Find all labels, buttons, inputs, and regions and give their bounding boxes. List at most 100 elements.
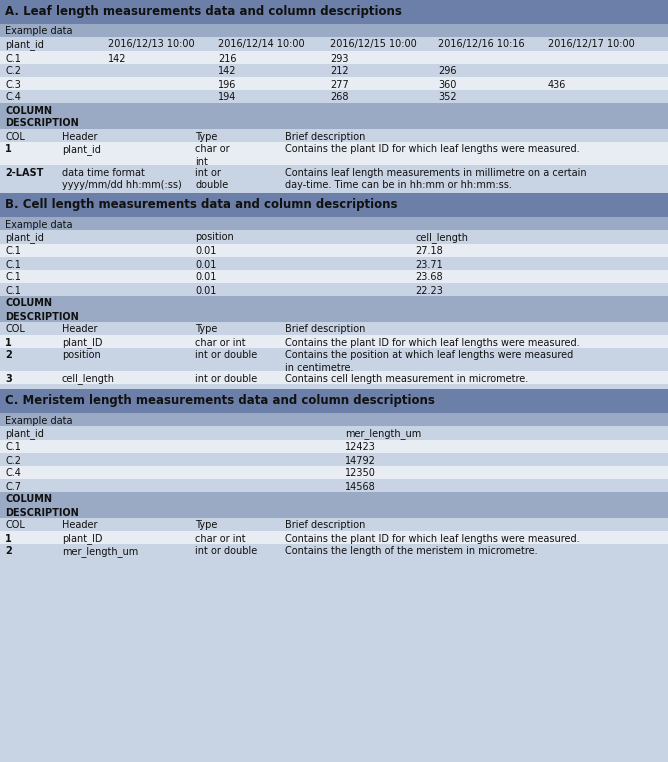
Bar: [0, 142, 668, 165]
Text: 12350: 12350: [345, 469, 376, 479]
Bar: [0, 322, 668, 335]
Text: C. Meristem length measurements data and column descriptions: C. Meristem length measurements data and…: [5, 394, 435, 407]
Text: Header: Header: [62, 325, 98, 335]
Text: 0.01: 0.01: [195, 246, 216, 257]
Text: Contains leaf length measurements in millimetre on a certain
day-time. Time can : Contains leaf length measurements in mil…: [285, 168, 587, 190]
Text: 2016/12/15 10:00: 2016/12/15 10:00: [330, 40, 417, 50]
Text: 2: 2: [5, 351, 12, 360]
Text: plant_id: plant_id: [5, 428, 44, 440]
Text: cell_length: cell_length: [415, 232, 468, 243]
Text: 268: 268: [330, 92, 349, 103]
Bar: [0, 270, 668, 283]
Text: Contains the plant ID for which leaf lengths were measured.: Contains the plant ID for which leaf len…: [285, 533, 580, 543]
Bar: [0, 165, 668, 188]
Bar: [0, 64, 668, 77]
Bar: [0, 544, 668, 557]
Text: Example data: Example data: [5, 27, 73, 37]
Text: 296: 296: [438, 66, 456, 76]
Bar: [0, 413, 668, 426]
Text: char or int: char or int: [195, 533, 246, 543]
Text: Brief description: Brief description: [285, 520, 365, 530]
Text: COLUMN: COLUMN: [5, 495, 52, 504]
Text: Example data: Example data: [5, 415, 73, 425]
Text: 0.01: 0.01: [195, 260, 216, 270]
Text: 14792: 14792: [345, 456, 376, 466]
Text: plant_ID: plant_ID: [62, 338, 102, 348]
Text: 216: 216: [218, 53, 236, 63]
Bar: [0, 129, 668, 142]
Text: Contains cell length measurement in micrometre.: Contains cell length measurement in micr…: [285, 373, 528, 383]
Text: int or double: int or double: [195, 351, 257, 360]
Text: C.2: C.2: [5, 456, 21, 466]
Bar: [0, 426, 668, 440]
Text: 14568: 14568: [345, 482, 375, 491]
Bar: [0, 518, 668, 531]
Bar: [0, 37, 668, 51]
Text: Type: Type: [195, 132, 217, 142]
Text: Example data: Example data: [5, 219, 73, 229]
Text: Brief description: Brief description: [285, 132, 365, 142]
Text: A. Leaf length measurements data and column descriptions: A. Leaf length measurements data and col…: [5, 5, 402, 18]
Text: char or
int: char or int: [195, 145, 230, 167]
Bar: [0, 103, 668, 129]
Text: C.2: C.2: [5, 66, 21, 76]
Text: COLUMN: COLUMN: [5, 105, 52, 116]
Bar: [0, 0, 668, 24]
Bar: [0, 51, 668, 64]
Text: 212: 212: [330, 66, 349, 76]
Text: int or
double: int or double: [195, 168, 228, 190]
Text: plant_id: plant_id: [5, 40, 44, 50]
Bar: [0, 24, 668, 37]
Text: 436: 436: [548, 79, 566, 89]
Text: plant_id: plant_id: [5, 232, 44, 243]
Bar: [0, 466, 668, 479]
Bar: [0, 296, 668, 322]
Text: DESCRIPTION: DESCRIPTION: [5, 507, 79, 517]
Text: int or double: int or double: [195, 373, 257, 383]
Text: Type: Type: [195, 520, 217, 530]
Bar: [0, 389, 668, 413]
Text: Brief description: Brief description: [285, 325, 365, 335]
Text: COL: COL: [5, 325, 25, 335]
Text: 277: 277: [330, 79, 349, 89]
Text: B. Cell length measurements data and column descriptions: B. Cell length measurements data and col…: [5, 198, 397, 211]
Bar: [0, 479, 668, 492]
Text: 0.01: 0.01: [195, 273, 216, 283]
Text: Header: Header: [62, 132, 98, 142]
Text: 2: 2: [5, 546, 12, 556]
Text: 2016/12/16 10:16: 2016/12/16 10:16: [438, 40, 524, 50]
Text: Type: Type: [195, 325, 217, 335]
Text: 360: 360: [438, 79, 456, 89]
Text: 1: 1: [5, 533, 12, 543]
Text: 27.18: 27.18: [415, 246, 443, 257]
Text: 293: 293: [330, 53, 349, 63]
Text: position: position: [62, 351, 101, 360]
Bar: [0, 531, 668, 544]
Text: data time format
yyyy/mm/dd hh:mm(:ss): data time format yyyy/mm/dd hh:mm(:ss): [62, 168, 182, 190]
Text: Contains the plant ID for which leaf lengths were measured.: Contains the plant ID for which leaf len…: [285, 145, 580, 155]
Text: C.1: C.1: [5, 53, 21, 63]
Text: cell_length: cell_length: [62, 373, 115, 384]
Bar: [0, 348, 668, 371]
Bar: [0, 244, 668, 257]
Text: 0.01: 0.01: [195, 286, 216, 296]
Bar: [0, 90, 668, 103]
Text: C.3: C.3: [5, 79, 21, 89]
Text: plant_ID: plant_ID: [62, 533, 102, 544]
Text: C.4: C.4: [5, 469, 21, 479]
Text: Contains the position at which leaf lengths were measured
in centimetre.: Contains the position at which leaf leng…: [285, 351, 573, 373]
Text: C.1: C.1: [5, 286, 21, 296]
Bar: [0, 371, 668, 384]
Text: COL: COL: [5, 132, 25, 142]
Bar: [0, 453, 668, 466]
Text: plant_id: plant_id: [62, 145, 101, 155]
Text: 2-LAST: 2-LAST: [5, 168, 43, 178]
Text: 142: 142: [218, 66, 236, 76]
Text: 142: 142: [108, 53, 126, 63]
Text: 23.71: 23.71: [415, 260, 443, 270]
Text: int or double: int or double: [195, 546, 257, 556]
Text: C.1: C.1: [5, 246, 21, 257]
Bar: [0, 193, 668, 217]
Text: 22.23: 22.23: [415, 286, 443, 296]
Text: 12423: 12423: [345, 443, 376, 453]
